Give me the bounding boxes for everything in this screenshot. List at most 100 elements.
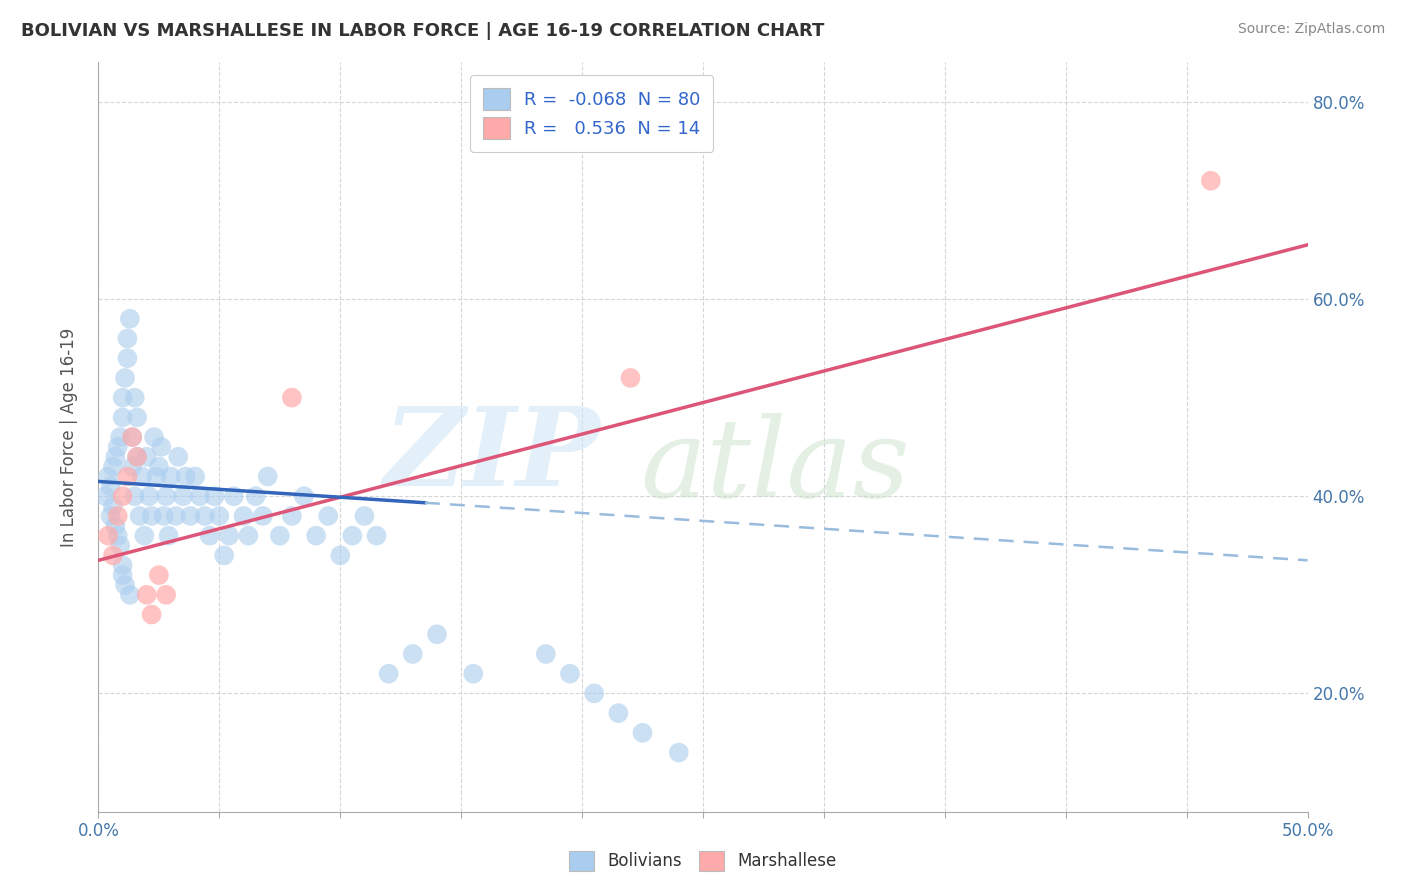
Point — [148, 459, 170, 474]
Point — [208, 508, 231, 523]
Point — [94, 489, 117, 503]
Point — [107, 440, 129, 454]
Point — [134, 529, 156, 543]
Point — [174, 469, 197, 483]
Point — [108, 539, 131, 553]
Point — [111, 558, 134, 573]
Point — [114, 371, 136, 385]
Point — [150, 440, 173, 454]
Point — [101, 499, 124, 513]
Point — [232, 508, 254, 523]
Point — [607, 706, 630, 720]
Point — [167, 450, 190, 464]
Point — [155, 588, 177, 602]
Point — [198, 529, 221, 543]
Point — [377, 666, 399, 681]
Point — [107, 508, 129, 523]
Point — [329, 549, 352, 563]
Point — [124, 489, 146, 503]
Point — [121, 430, 143, 444]
Point — [172, 489, 194, 503]
Point — [402, 647, 425, 661]
Point — [342, 529, 364, 543]
Point — [212, 549, 235, 563]
Point — [97, 529, 120, 543]
Point — [141, 607, 163, 622]
Point — [127, 450, 149, 464]
Point — [668, 746, 690, 760]
Point — [366, 529, 388, 543]
Point — [353, 508, 375, 523]
Point — [128, 508, 150, 523]
Point — [281, 508, 304, 523]
Point — [111, 489, 134, 503]
Point — [305, 529, 328, 543]
Point — [316, 508, 339, 523]
Point — [152, 508, 174, 523]
Point — [107, 529, 129, 543]
Text: ZIP: ZIP — [384, 402, 600, 509]
Text: Source: ZipAtlas.com: Source: ZipAtlas.com — [1237, 22, 1385, 37]
Point — [131, 469, 153, 483]
Y-axis label: In Labor Force | Age 16-19: In Labor Force | Age 16-19 — [59, 327, 77, 547]
Point — [118, 588, 141, 602]
Point — [534, 647, 557, 661]
Point — [101, 459, 124, 474]
Point — [121, 430, 143, 444]
Point — [583, 686, 606, 700]
Point — [426, 627, 449, 641]
Point — [114, 578, 136, 592]
Point — [108, 430, 131, 444]
Point — [145, 469, 167, 483]
Point — [165, 508, 187, 523]
Point — [222, 489, 245, 503]
Point — [238, 529, 260, 543]
Point — [101, 549, 124, 563]
Point — [124, 391, 146, 405]
Point — [121, 459, 143, 474]
Point — [148, 568, 170, 582]
Point — [256, 469, 278, 483]
Point — [118, 311, 141, 326]
Point — [138, 489, 160, 503]
Point — [135, 450, 157, 464]
Point — [155, 489, 177, 503]
Point — [127, 410, 149, 425]
Point — [252, 508, 274, 523]
Point — [1199, 174, 1222, 188]
Point — [135, 588, 157, 602]
Point — [245, 489, 267, 503]
Point — [117, 331, 139, 345]
Point — [292, 489, 315, 503]
Point — [104, 518, 127, 533]
Point — [269, 529, 291, 543]
Point — [141, 508, 163, 523]
Point — [160, 469, 183, 483]
Point — [100, 479, 122, 493]
Legend: R =  -0.068  N = 80, R =   0.536  N = 14: R = -0.068 N = 80, R = 0.536 N = 14 — [470, 75, 713, 152]
Point — [104, 450, 127, 464]
Point — [218, 529, 240, 543]
Text: atlas: atlas — [641, 413, 910, 521]
Point — [184, 469, 207, 483]
Point — [204, 489, 226, 503]
Point — [463, 666, 485, 681]
Point — [117, 351, 139, 366]
Point — [281, 391, 304, 405]
Point — [631, 726, 654, 740]
Text: BOLIVIAN VS MARSHALLESE IN LABOR FORCE | AGE 16-19 CORRELATION CHART: BOLIVIAN VS MARSHALLESE IN LABOR FORCE |… — [21, 22, 824, 40]
Point — [558, 666, 581, 681]
Point — [97, 469, 120, 483]
Point — [111, 391, 134, 405]
Point — [111, 568, 134, 582]
Point — [111, 410, 134, 425]
Point — [179, 508, 201, 523]
Point — [117, 469, 139, 483]
Point — [157, 529, 180, 543]
Point — [188, 489, 211, 503]
Point — [194, 508, 217, 523]
Point — [100, 508, 122, 523]
Point — [127, 450, 149, 464]
Point — [619, 371, 641, 385]
Point — [143, 430, 166, 444]
